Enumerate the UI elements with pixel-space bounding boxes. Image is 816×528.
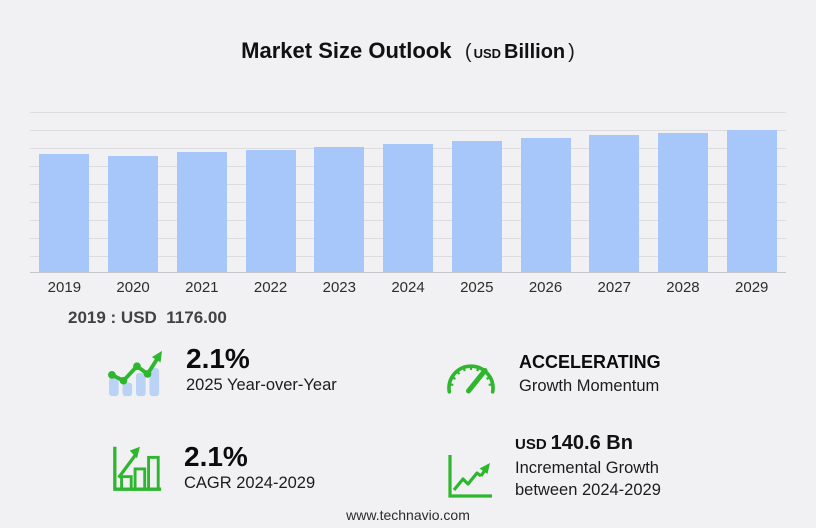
bar-column bbox=[580, 112, 649, 272]
page-title: Market Size Outlook (USD Billion) bbox=[0, 38, 816, 64]
title-currency: USD bbox=[473, 46, 502, 61]
title-paren-close: ) bbox=[568, 41, 575, 63]
bar-column bbox=[649, 112, 718, 272]
bar-column bbox=[99, 112, 168, 272]
bar-2024 bbox=[383, 143, 434, 272]
x-tick-label: 2025 bbox=[460, 279, 494, 296]
first-year-value-label: 2019 : USD 1176.00 bbox=[68, 308, 227, 327]
bar-column bbox=[167, 112, 236, 272]
bar-column bbox=[511, 112, 580, 272]
bar-column bbox=[717, 112, 786, 272]
stat-incremental-value-row: USD 140.6 Bn bbox=[515, 432, 693, 455]
bar-2028 bbox=[657, 132, 708, 272]
bar-chart-plot bbox=[30, 112, 786, 273]
x-tick-label: 2027 bbox=[597, 279, 631, 296]
x-tick-label: 2024 bbox=[391, 279, 425, 296]
stat-cagr-value: 2.1% bbox=[184, 441, 248, 472]
bar-2022 bbox=[245, 150, 296, 272]
market-size-chart: 2019 2020 2021 2022 2023 2024 2025 2026 2027 2028… bbox=[30, 112, 786, 296]
stat-momentum-value: ACCELERATING bbox=[519, 352, 661, 372]
bar-2021 bbox=[176, 152, 227, 272]
bar-2029 bbox=[726, 129, 777, 272]
bars-uptrend-icon bbox=[106, 346, 166, 403]
x-tick-label: 2023 bbox=[322, 279, 356, 296]
title-unit: Billion bbox=[504, 41, 566, 63]
bar-column bbox=[236, 112, 305, 272]
x-tick-label: 2019 bbox=[47, 279, 82, 296]
bar-column bbox=[374, 112, 443, 272]
growth-bars-icon bbox=[110, 440, 164, 499]
stat-momentum-label: Growth Momentum bbox=[519, 376, 660, 395]
stat-incremental-value: 140.6 Bn bbox=[550, 432, 633, 454]
x-tick-label: 2026 bbox=[528, 279, 563, 296]
stat-yoy: 2.1% 2025 Year-over-Year bbox=[106, 343, 337, 403]
x-tick-label: 2028 bbox=[666, 279, 700, 296]
bar-2025 bbox=[451, 140, 502, 272]
x-axis-labels: 2019 2020 2021 2022 2023 2024 2025 2026 2027 2028… bbox=[30, 279, 786, 296]
bar-column bbox=[305, 112, 374, 272]
speedometer-icon bbox=[443, 352, 499, 403]
stat-yoy-label: 2025 Year-over-Year bbox=[186, 376, 337, 395]
stat-incremental-label: Incremental Growth between 2024-2029 bbox=[515, 459, 661, 499]
title-paren-open: ( bbox=[464, 41, 472, 63]
bar-2026 bbox=[520, 138, 571, 272]
x-tick-label: 2022 bbox=[253, 279, 288, 296]
bar-2023 bbox=[314, 147, 365, 272]
bar-2019 bbox=[39, 154, 90, 272]
stat-yoy-value: 2.1% bbox=[186, 343, 250, 374]
title-text: Market Size Outlook bbox=[241, 38, 452, 63]
incremental-growth-icon bbox=[443, 450, 495, 507]
bar-column bbox=[442, 112, 511, 272]
bar-column bbox=[30, 112, 99, 272]
website-url: www.technavio.com bbox=[346, 507, 470, 523]
bars-row bbox=[30, 112, 786, 272]
x-tick-label: 2020 bbox=[116, 279, 150, 296]
stat-incremental-currency: USD bbox=[515, 436, 547, 453]
stat-momentum: ACCELERATING Growth Momentum bbox=[443, 352, 661, 403]
x-tick-label: 2029 bbox=[735, 279, 769, 296]
stat-cagr-label: CAGR 2024-2029 bbox=[184, 474, 316, 493]
gridline bbox=[30, 130, 786, 131]
stat-incremental-growth: USD 140.6 Bn Incremental Growth between 2… bbox=[443, 432, 693, 507]
bar-2020 bbox=[108, 156, 159, 272]
bar-2027 bbox=[589, 135, 640, 272]
stat-cagr: 2.1% CAGR 2024-2029 bbox=[110, 440, 315, 499]
x-tick-label: 2021 bbox=[185, 279, 219, 296]
gridline bbox=[30, 112, 786, 113]
